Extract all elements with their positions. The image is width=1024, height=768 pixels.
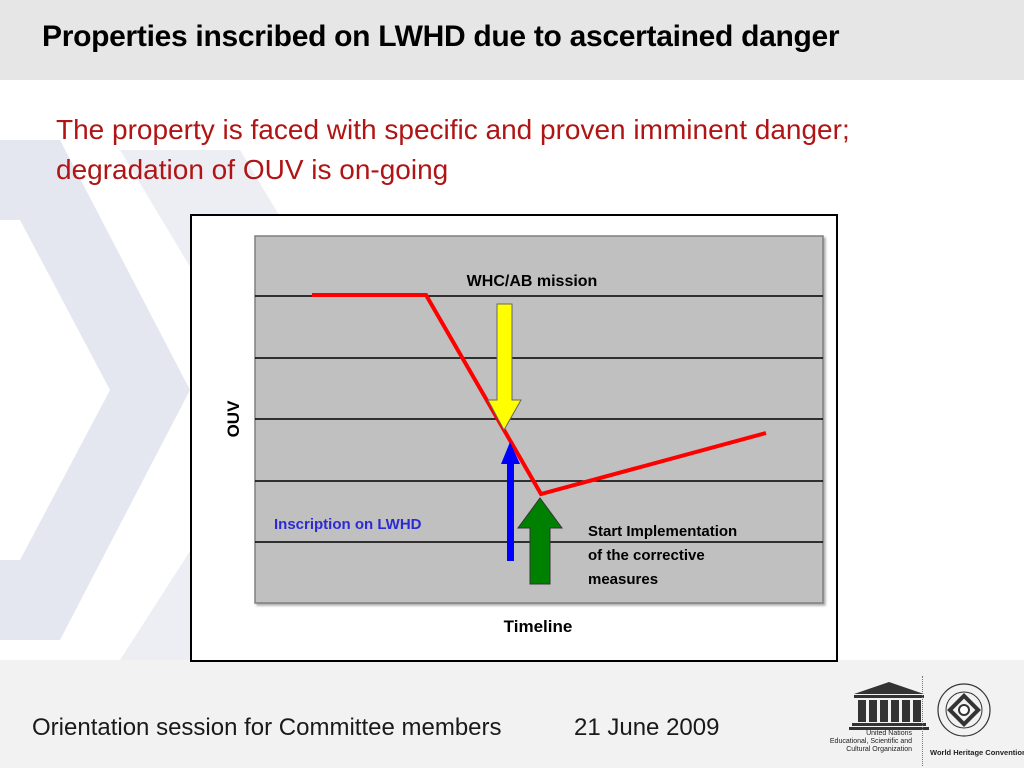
- corrective-label-line-3: measures: [588, 571, 658, 588]
- inscription-label: Inscription on LWHD: [274, 516, 422, 533]
- ouv-timeline-diagram: WHC/AB mission Inscription on LWHD Start…: [190, 214, 838, 662]
- diagram-canvas: WHC/AB mission Inscription on LWHD Start…: [224, 235, 824, 636]
- unesco-logo: [849, 682, 929, 730]
- inscription-arrow: [501, 442, 520, 561]
- unesco-caption: United Nations Educational, Scientific a…: [822, 730, 912, 754]
- unesco-caption-line: United Nations: [866, 730, 912, 737]
- slide-subtitle: The property is faced with specific and …: [56, 114, 850, 185]
- corrective-measures-arrow: [517, 497, 563, 585]
- corrective-label-line-2: of the corrective: [588, 547, 705, 564]
- logo-divider: [922, 676, 923, 766]
- unesco-caption-line: Educational, Scientific and: [829, 738, 912, 745]
- unesco-caption-line: Cultural Organization: [846, 746, 912, 753]
- footer-session-text: Orientation session for Committee member…: [32, 714, 502, 741]
- footer-logos: United Nations Educational, Scientific a…: [822, 672, 1024, 768]
- y-axis-label: OUV: [224, 400, 243, 438]
- corrective-label-line-1: Start Implementation: [588, 523, 737, 540]
- x-axis-label: Timeline: [504, 617, 573, 636]
- slide-title: Properties inscribed on LWHD due to asce…: [42, 20, 840, 53]
- footer-band: [0, 660, 1024, 768]
- mission-arrow: [487, 303, 522, 432]
- title-bar: Properties inscribed on LWHD due to asce…: [0, 0, 1024, 80]
- world-heritage-emblem: [937, 683, 991, 737]
- mission-label: WHC/AB mission: [467, 273, 598, 290]
- whc-caption: World Heritage Convention: [930, 748, 1024, 757]
- footer-date: 21 June 2009: [574, 714, 720, 741]
- ouv-trend-line: [312, 293, 767, 497]
